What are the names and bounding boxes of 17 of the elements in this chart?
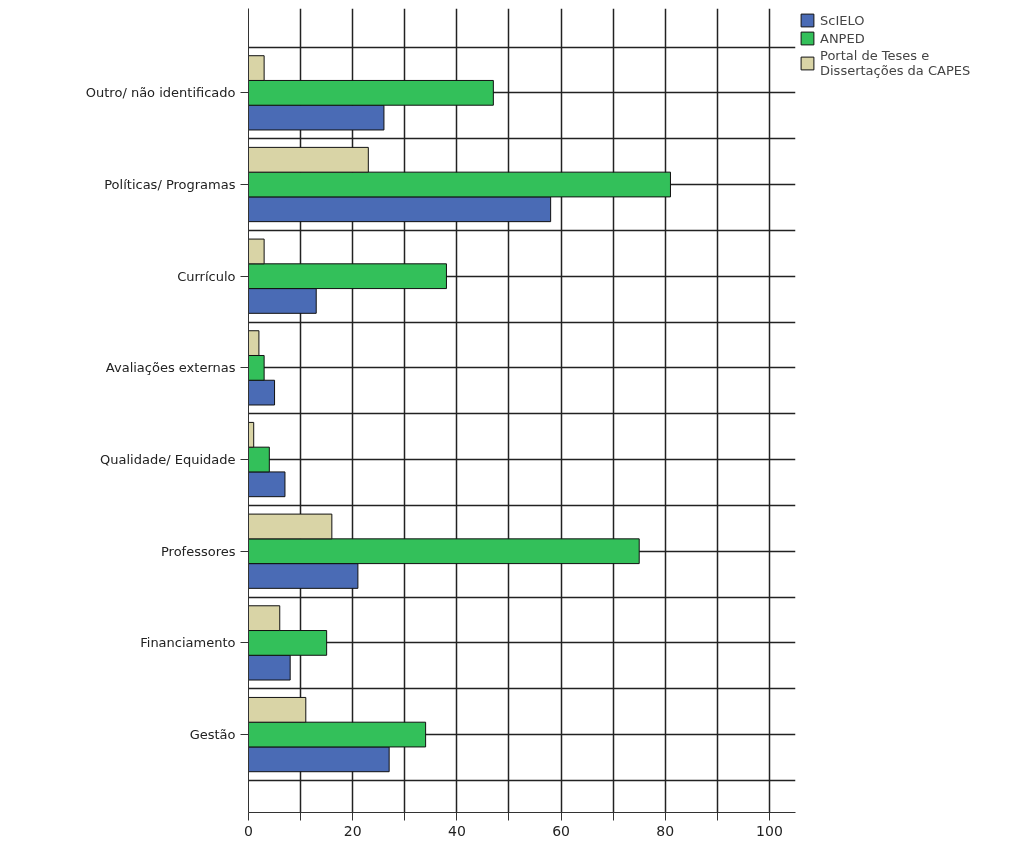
y-tick-label: Financiamento [140, 635, 236, 651]
x-tick-label: 20 [343, 822, 362, 839]
legend-label: Portal de Teses e Dissertações da CAPES [820, 48, 971, 78]
legend-label: ScIELO [820, 12, 865, 28]
x-tick-label: 60 [552, 822, 570, 839]
y-tick-label: Currículo [177, 268, 236, 284]
y-tick-label: Outro/ não identificado [85, 85, 236, 101]
y-tick-label: Políticas/ Programas [104, 177, 236, 193]
y-tick-label: Avaliações externas [105, 360, 236, 376]
x-tick-label: 80 [656, 822, 675, 839]
x-tick-label: 0 [244, 822, 253, 839]
x-tick-label: 100 [756, 822, 783, 839]
x-tick-label: 40 [447, 822, 466, 839]
legend-label: ANPED [820, 30, 865, 46]
y-tick-label: Qualidade/ Equidade [100, 452, 236, 468]
y-tick-label: Gestão [189, 727, 236, 743]
y-tick-label: Professores [160, 543, 236, 559]
